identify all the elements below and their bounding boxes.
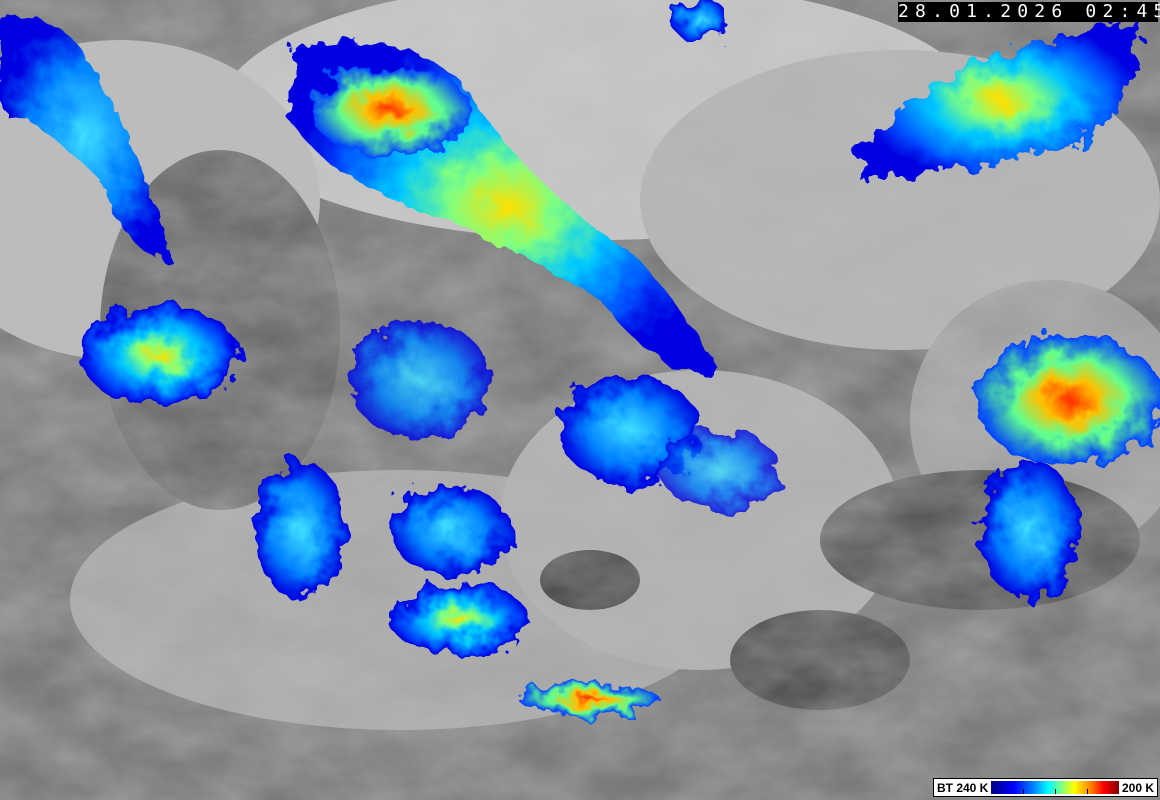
legend-color-bar <box>991 781 1119 794</box>
legend-tick <box>1087 789 1089 794</box>
legend-tick <box>1055 789 1057 794</box>
legend-min-label: BT 240 K <box>937 780 989 795</box>
brightness-temperature-legend: BT 240 K 200 K <box>933 778 1158 797</box>
legend-tick <box>1023 789 1025 794</box>
timestamp: 28.01.2026 02:45 <box>898 1 1160 22</box>
cold-cloud-tops <box>0 0 1160 718</box>
legend-max-label: 200 K <box>1121 780 1154 795</box>
